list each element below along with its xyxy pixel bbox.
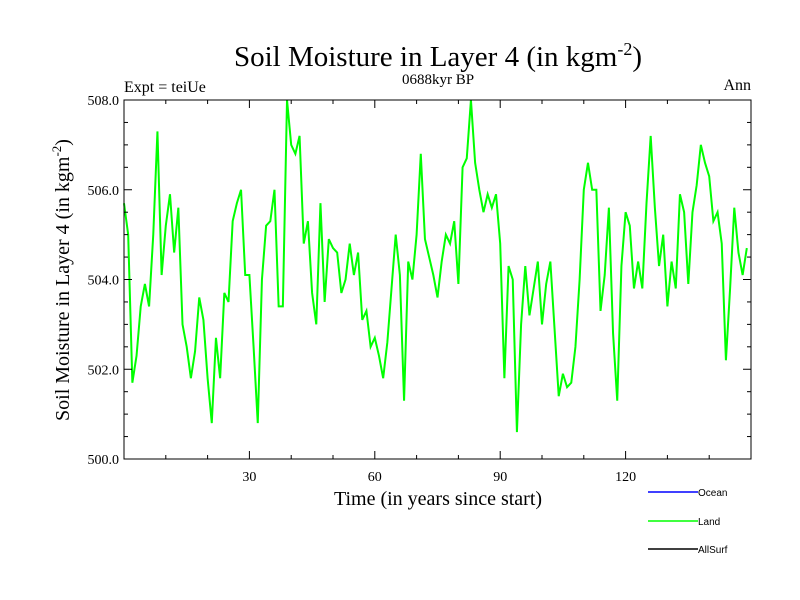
x-tick-label: 90 — [493, 470, 507, 485]
y-tick-label: 500.0 — [88, 453, 120, 468]
legend-label-allsurf: AllSurf — [698, 545, 728, 556]
legend: Ocean Land AllSurf — [648, 488, 728, 556]
legend-label-ocean: Ocean — [698, 488, 727, 499]
y-axis-label: Soil Moisture in Layer 4 (in kgm-2) — [49, 139, 74, 421]
chart-title: Soil Moisture in Layer 4 (in kgm-2) — [234, 39, 642, 73]
series-line-land — [123, 99, 748, 433]
y-tick-label: 504.0 — [88, 274, 120, 289]
x-axis-label: Time (in years since start) — [334, 488, 542, 510]
plot-frame — [123, 99, 752, 460]
legend-label-land: Land — [698, 517, 720, 528]
x-tick-label: 60 — [368, 470, 382, 485]
x-tick-label: 120 — [615, 470, 636, 485]
chart-subtitle: 0688kyr BP — [402, 72, 474, 88]
y-axis-label-superscript: -2 — [49, 146, 64, 157]
chart-title-superscript: -2 — [617, 39, 632, 59]
y-tick-label: 508.0 — [88, 94, 120, 109]
plot-area: 500.0 502.0 504.0 506.0 508.0 30 60 90 120 — [88, 94, 752, 485]
y-tick-label: 506.0 — [88, 184, 120, 199]
x-tick-label: 30 — [242, 470, 256, 485]
y-tick-label: 502.0 — [88, 363, 120, 378]
experiment-label: Expt = teiUe — [124, 79, 206, 96]
season-label: Ann — [723, 77, 751, 94]
